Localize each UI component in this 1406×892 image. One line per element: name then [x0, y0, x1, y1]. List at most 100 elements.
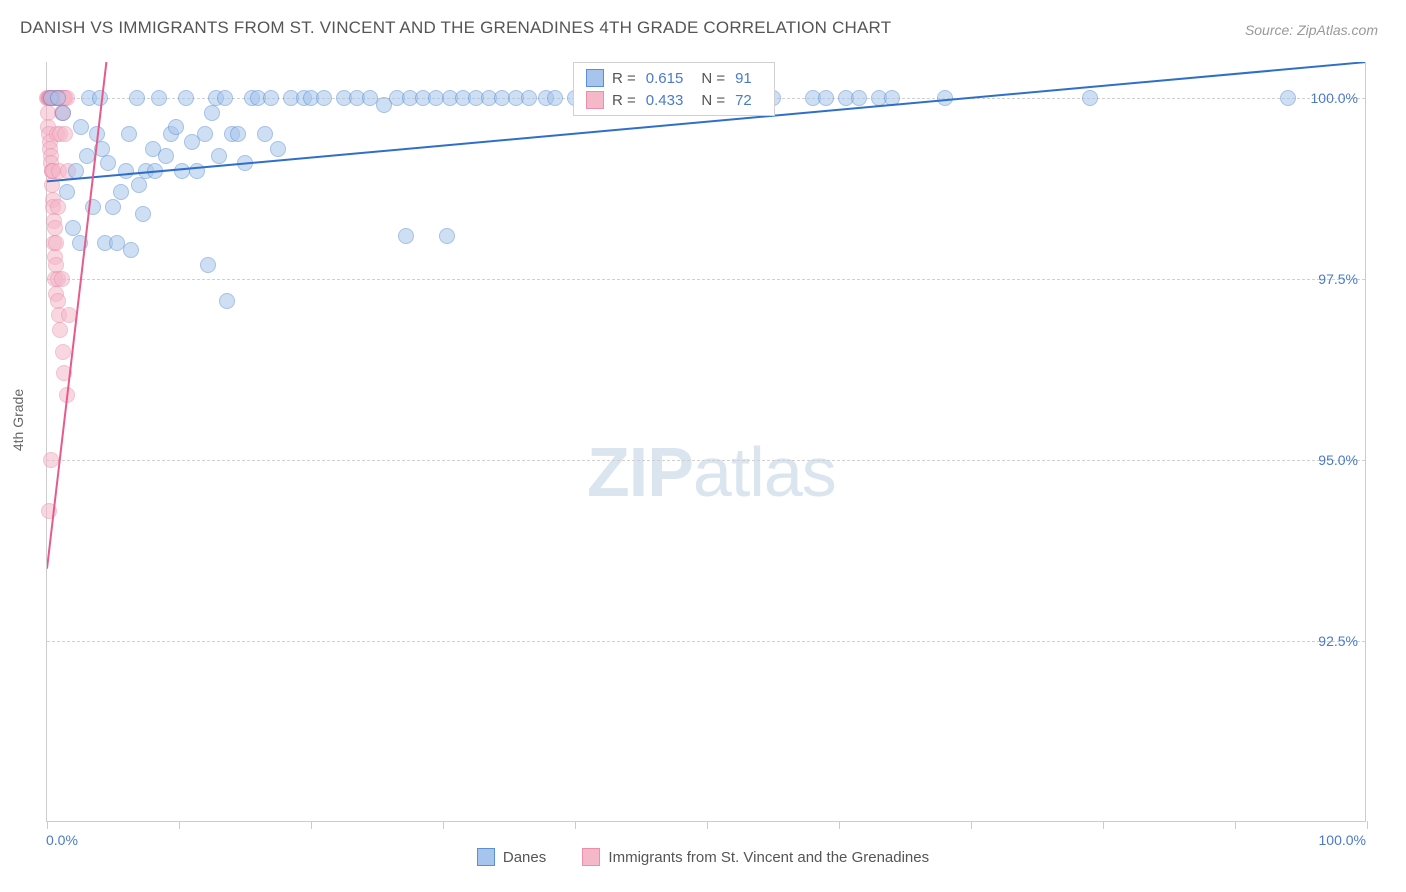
x-tick: [971, 821, 972, 829]
n-value-immigrants: 72: [735, 92, 752, 109]
scatter-point: [56, 365, 72, 381]
scatter-point: [113, 184, 129, 200]
scatter-point: [131, 177, 147, 193]
scatter-point: [121, 126, 137, 142]
scatter-point: [189, 163, 205, 179]
x-tick-label-min: 0.0%: [46, 832, 78, 848]
scatter-point: [230, 126, 246, 142]
trendlines-svg: [47, 62, 1365, 821]
x-tick-label-max: 100.0%: [1319, 832, 1366, 848]
scatter-point: [129, 90, 145, 106]
scatter-point: [851, 90, 867, 106]
swatch-immigrants: [586, 91, 604, 109]
source-label: Source:: [1245, 22, 1293, 38]
scatter-point: [217, 90, 233, 106]
scatter-point: [57, 126, 73, 142]
scatter-point: [123, 242, 139, 258]
scatter-point: [439, 228, 455, 244]
legend-swatch-danes: [477, 848, 495, 866]
gridline: [47, 641, 1365, 642]
watermark: ZIPatlas: [587, 432, 836, 512]
x-tick: [1235, 821, 1236, 829]
scatter-point: [68, 163, 84, 179]
scatter-point: [85, 199, 101, 215]
scatter-point: [316, 90, 332, 106]
scatter-point: [263, 90, 279, 106]
scatter-point: [54, 271, 70, 287]
scatter-point: [168, 119, 184, 135]
x-tick: [443, 821, 444, 829]
scatter-point: [1082, 90, 1098, 106]
legend-item-immigrants: Immigrants from St. Vincent and the Gren…: [582, 848, 929, 866]
scatter-point: [521, 90, 537, 106]
n-value-danes: 91: [735, 70, 752, 87]
scatter-point: [61, 307, 77, 323]
x-tick: [1103, 821, 1104, 829]
x-tick: [1367, 821, 1368, 829]
scatter-point: [270, 141, 286, 157]
scatter-point: [59, 387, 75, 403]
scatter-point: [398, 228, 414, 244]
y-tick-label: 95.0%: [1318, 452, 1358, 468]
n-label: N =: [701, 92, 725, 109]
scatter-point: [118, 163, 134, 179]
scatter-point: [147, 163, 163, 179]
stats-row-immigrants: R = 0.433 N = 72: [582, 89, 766, 111]
y-tick-label: 92.5%: [1318, 633, 1358, 649]
scatter-point: [48, 235, 64, 251]
n-label: N =: [701, 70, 725, 87]
legend-item-danes: Danes: [477, 848, 546, 866]
scatter-point: [219, 293, 235, 309]
source-name: ZipAtlas.com: [1297, 22, 1378, 38]
legend-label-danes: Danes: [503, 849, 546, 866]
scatter-point: [151, 90, 167, 106]
plot-area: ZIPatlas R = 0.615 N = 91 R = 0.433 N = …: [46, 62, 1366, 822]
scatter-point: [1280, 90, 1296, 106]
scatter-point: [200, 257, 216, 273]
y-tick-label: 97.5%: [1318, 271, 1358, 287]
scatter-point: [237, 155, 253, 171]
scatter-point: [50, 199, 66, 215]
legend-swatch-immigrants: [582, 848, 600, 866]
source-attribution: Source: ZipAtlas.com: [1245, 22, 1378, 38]
scatter-point: [43, 452, 59, 468]
scatter-point: [100, 155, 116, 171]
scatter-point: [79, 148, 95, 164]
watermark-bold: ZIP: [587, 433, 693, 511]
y-axis-title: 4th Grade: [10, 389, 26, 451]
scatter-point: [211, 148, 227, 164]
scatter-point: [884, 90, 900, 106]
chart-title: DANISH VS IMMIGRANTS FROM ST. VINCENT AN…: [20, 18, 891, 38]
r-value-danes: 0.615: [646, 70, 684, 87]
legend-label-immigrants: Immigrants from St. Vincent and the Gren…: [608, 849, 929, 866]
scatter-point: [52, 322, 68, 338]
scatter-point: [135, 206, 151, 222]
swatch-danes: [586, 69, 604, 87]
gridline: [47, 279, 1365, 280]
x-tick: [179, 821, 180, 829]
r-label: R =: [612, 92, 636, 109]
scatter-point: [41, 503, 57, 519]
watermark-light: atlas: [693, 433, 836, 511]
scatter-point: [204, 105, 220, 121]
r-label: R =: [612, 70, 636, 87]
scatter-point: [937, 90, 953, 106]
scatter-point: [158, 148, 174, 164]
scatter-point: [59, 184, 75, 200]
x-tick: [839, 821, 840, 829]
gridline: [47, 460, 1365, 461]
scatter-point: [178, 90, 194, 106]
stats-row-danes: R = 0.615 N = 91: [582, 67, 766, 89]
scatter-point: [174, 163, 190, 179]
x-tick: [707, 821, 708, 829]
bottom-legend: Danes Immigrants from St. Vincent and th…: [0, 848, 1406, 870]
scatter-point: [55, 344, 71, 360]
scatter-point: [197, 126, 213, 142]
scatter-point: [257, 126, 273, 142]
y-tick-label: 100.0%: [1311, 90, 1358, 106]
scatter-point: [92, 90, 108, 106]
correlation-stats-box: R = 0.615 N = 91 R = 0.433 N = 72: [573, 62, 775, 116]
scatter-point: [818, 90, 834, 106]
scatter-point: [105, 199, 121, 215]
scatter-point: [547, 90, 563, 106]
